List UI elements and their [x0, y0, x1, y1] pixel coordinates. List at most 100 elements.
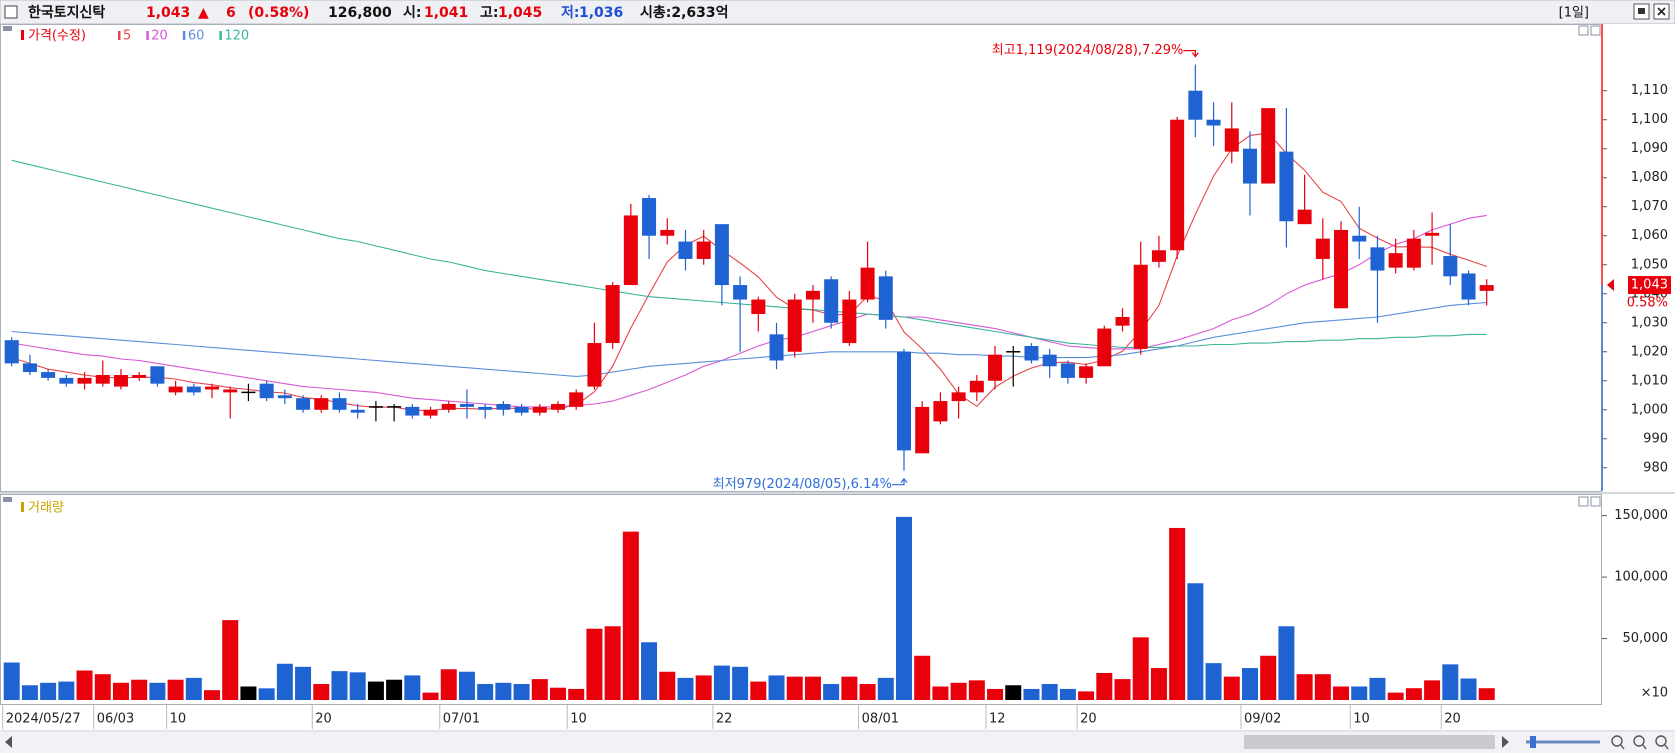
volume-bar — [1260, 655, 1277, 700]
volume-bar — [131, 679, 148, 700]
volume-bar — [786, 676, 803, 700]
volume-bar — [222, 620, 239, 700]
legend-label: 120 — [224, 29, 249, 44]
volume-bar — [1205, 663, 1222, 700]
annotation-arrow — [1183, 50, 1199, 58]
candle-body — [751, 299, 766, 315]
pane-max-button[interactable] — [1578, 496, 1589, 507]
candle-body — [387, 406, 402, 408]
volume-bar — [641, 642, 658, 700]
candle-body — [1370, 247, 1385, 271]
volume-bar — [58, 681, 75, 700]
x-tick-label: 10 — [1353, 712, 1370, 727]
current-pointer — [1607, 279, 1614, 292]
candle-body — [860, 267, 875, 300]
volume-bar — [1187, 583, 1204, 700]
y-tick-label: 990 — [1643, 431, 1668, 446]
candle-body — [1425, 232, 1440, 236]
zoom-in[interactable] — [1633, 735, 1645, 747]
checkbox[interactable] — [4, 5, 18, 19]
volume-bar — [1314, 674, 1331, 700]
x-tick-label: 10 — [170, 712, 187, 727]
close-icon — [1657, 7, 1666, 16]
candle-body — [951, 392, 966, 402]
y-tick-label: 1,010 — [1631, 373, 1668, 388]
candle-body — [241, 391, 256, 394]
candle-body — [296, 398, 311, 410]
volume-bar — [204, 690, 221, 700]
legend-swatch — [118, 31, 121, 40]
volume-bar — [914, 655, 931, 700]
candle-body — [277, 395, 292, 399]
zoom-handle — [1642, 744, 1647, 750]
zoom-reset[interactable] — [1655, 735, 1667, 747]
volume: 126,800 — [328, 5, 392, 21]
scroll-left[interactable] — [5, 736, 12, 748]
pane-close-button[interactable] — [1590, 496, 1601, 507]
candle-body — [605, 285, 620, 344]
pane-close-button[interactable] — [1590, 25, 1601, 36]
candle-body — [1170, 119, 1185, 251]
y-tick-label: 1,110 — [1631, 83, 1668, 98]
x-tick-label: 20 — [315, 712, 332, 727]
volume-bar — [1478, 688, 1495, 700]
volume-bar — [568, 688, 585, 700]
candle-body — [259, 383, 274, 399]
volume-bar — [1460, 678, 1477, 700]
candle-body — [1388, 253, 1403, 268]
candle-body — [824, 279, 839, 323]
y-tick-label: 1,020 — [1631, 344, 1668, 359]
candle-body — [405, 406, 420, 416]
volume-bar — [386, 679, 403, 700]
candle-body — [1060, 363, 1075, 378]
candle-body — [514, 406, 529, 413]
change-arrow: ▲ — [198, 5, 209, 21]
candle-body — [113, 374, 128, 387]
candle-body — [423, 409, 438, 416]
volume-bar — [1241, 668, 1258, 700]
scroll-thumb[interactable] — [1244, 735, 1495, 749]
candle-body — [77, 377, 92, 384]
zoom-knob[interactable] — [1530, 736, 1536, 748]
pane-handle — [3, 497, 12, 502]
volume-bar — [550, 687, 567, 700]
volume-bar — [1296, 674, 1313, 700]
candle-body — [168, 386, 183, 393]
period[interactable]: [1일] — [1559, 6, 1589, 21]
pane-max-button[interactable] — [1578, 25, 1589, 36]
volume-bar — [1023, 688, 1040, 700]
candle-body — [532, 406, 547, 413]
volume-bar — [331, 671, 348, 700]
scroll-right[interactable] — [1502, 736, 1509, 748]
volume-bar — [404, 675, 421, 700]
y-tick-label: 1,080 — [1631, 170, 1668, 185]
candle-body — [332, 398, 347, 410]
candle-body — [132, 374, 147, 378]
volume-bar — [895, 516, 912, 700]
legend-swatch — [21, 502, 24, 512]
candle-body — [95, 374, 110, 384]
candle-body — [1206, 119, 1221, 126]
volume-bar — [1351, 686, 1368, 700]
y-tick-label: 1,100 — [1631, 112, 1668, 127]
y-tick-label: 1,090 — [1631, 141, 1668, 156]
volume-bar — [477, 684, 494, 700]
y-tick-label: 100,000 — [1614, 570, 1668, 585]
candle-body — [350, 409, 365, 413]
volume-bar — [21, 685, 38, 700]
y-tick-label: 1,060 — [1631, 228, 1668, 243]
volume-bar — [713, 665, 730, 700]
candle-body — [1151, 250, 1166, 262]
candle-body — [150, 366, 165, 384]
candle-body — [1079, 366, 1094, 378]
candle-body — [660, 229, 675, 236]
candle-body — [59, 377, 74, 384]
candle-body — [933, 401, 948, 422]
y-tick-label: 150,000 — [1614, 508, 1668, 523]
zoom-out[interactable] — [1611, 735, 1623, 747]
candle-body — [714, 224, 729, 286]
y-tick-label: 1,050 — [1631, 257, 1668, 272]
volume-bar — [877, 677, 894, 700]
